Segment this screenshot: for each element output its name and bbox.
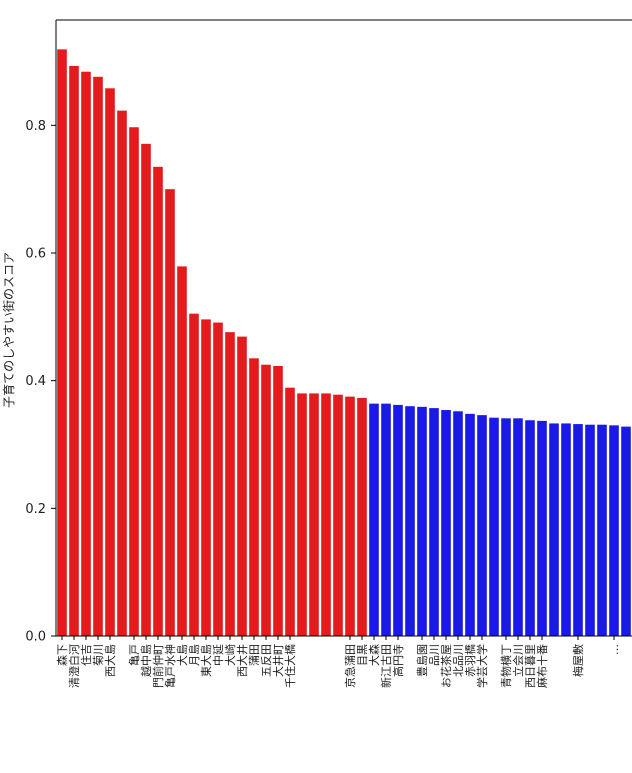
x-tick-label: 門前仲町 bbox=[151, 644, 165, 688]
bar-9 bbox=[165, 189, 175, 636]
bar-7 bbox=[141, 143, 151, 636]
bar-38 bbox=[513, 418, 523, 636]
bar-35 bbox=[477, 415, 487, 636]
x-tick-label: 北品川 bbox=[452, 644, 465, 677]
x-tick-label: 梅屋敷 bbox=[571, 644, 585, 677]
x-tick-label: お花茶屋 bbox=[440, 644, 453, 688]
x-tick-label: 西日暮里 bbox=[523, 644, 537, 688]
bar-4 bbox=[105, 88, 115, 637]
x-tick-label: 中延 bbox=[212, 644, 225, 666]
bar-27 bbox=[381, 403, 391, 636]
x-tick-label: 菊川 bbox=[92, 644, 105, 666]
y-tick-label: 0.8 bbox=[25, 119, 46, 134]
x-tick-label: 住吉 bbox=[79, 644, 93, 666]
bar-14 bbox=[225, 332, 235, 636]
x-tick-label: 越中島 bbox=[139, 644, 153, 677]
x-tick-label: 亀戸 bbox=[127, 644, 141, 666]
x-tick-label: 大森 bbox=[367, 644, 381, 666]
x-tick-label: 東大島 bbox=[199, 644, 213, 677]
bar-19 bbox=[285, 387, 295, 636]
x-tick-label: 千住大橋 bbox=[283, 644, 297, 688]
bar-11 bbox=[189, 313, 199, 636]
x-tick-label: 蒲田 bbox=[247, 644, 261, 666]
bar-29 bbox=[405, 406, 415, 636]
bar-44 bbox=[585, 424, 595, 636]
bar-3 bbox=[93, 76, 103, 636]
bar-23 bbox=[333, 394, 343, 636]
x-tick-label: 京急蒲田 bbox=[343, 644, 357, 688]
x-tick-label: 立会川 bbox=[511, 644, 525, 677]
x-tick-label: 大井町 bbox=[271, 644, 285, 677]
x-tick-label: 青物横丁 bbox=[499, 644, 513, 688]
x-tick-label: 西大井 bbox=[235, 644, 249, 677]
bar-2 bbox=[81, 71, 91, 636]
x-tick-label: 目黒 bbox=[356, 644, 369, 666]
bar-45 bbox=[597, 424, 607, 636]
bar-37 bbox=[501, 418, 511, 636]
x-tick-label: 大崎 bbox=[223, 644, 237, 666]
bar-40 bbox=[537, 420, 547, 636]
bar-25 bbox=[357, 397, 367, 636]
bar-1 bbox=[69, 65, 79, 636]
x-labels-group: 森下 清澄白河 住吉 菊川 西大島 亀戸 越中島 門前仲町 亀戸水神 大島 月島 東大島 中延 大崎 西大井… bbox=[55, 636, 621, 688]
bar-47 bbox=[621, 426, 631, 636]
bar-33 bbox=[453, 411, 463, 636]
bar-8 bbox=[153, 166, 163, 636]
bar-26 bbox=[369, 403, 379, 636]
bar-13 bbox=[213, 322, 223, 636]
bar-34 bbox=[465, 413, 475, 636]
bar-16 bbox=[249, 358, 259, 636]
x-tick-label: 森下 bbox=[55, 644, 69, 666]
bar-43 bbox=[573, 424, 583, 636]
bar-42 bbox=[561, 423, 571, 636]
x-tick-label: 赤羽橋 bbox=[463, 644, 477, 677]
bar-15 bbox=[237, 336, 247, 636]
y-ticks-group: 0.0 0.2 0.4 0.6 0.8 bbox=[25, 119, 56, 645]
x-tick-label: 大島 bbox=[175, 644, 189, 666]
bar-30 bbox=[417, 406, 427, 636]
bar-5 bbox=[117, 110, 127, 636]
x-tick-label: … bbox=[608, 644, 621, 655]
bar-39 bbox=[525, 420, 535, 636]
y-axis-label: 子育てのしやすい街のスコア bbox=[1, 252, 16, 408]
x-tick-label: 品川 bbox=[428, 644, 441, 666]
bar-18 bbox=[273, 365, 283, 636]
bar-41 bbox=[549, 423, 559, 636]
axes-group bbox=[55, 19, 632, 637]
x-tick-label: 月島 bbox=[187, 644, 201, 666]
bar-20 bbox=[297, 393, 307, 636]
y-tick-label: 0.4 bbox=[25, 374, 46, 389]
x-tick-label: 五反田 bbox=[260, 644, 273, 677]
bar-17 bbox=[261, 364, 271, 636]
bar-12 bbox=[201, 319, 211, 636]
y-tick-label: 0.2 bbox=[25, 502, 46, 517]
bar-22 bbox=[321, 393, 331, 636]
bar-31 bbox=[429, 408, 439, 636]
bar-6 bbox=[129, 127, 139, 637]
bar-10 bbox=[177, 266, 187, 636]
bar-36 bbox=[489, 417, 499, 636]
y-tick-label: 0.0 bbox=[25, 630, 46, 645]
x-tick-label: 豊島園 bbox=[415, 644, 429, 677]
x-tick-label: 高円寺 bbox=[391, 644, 405, 677]
bars-group bbox=[57, 49, 631, 637]
x-tick-label: 新江古田 bbox=[379, 644, 393, 688]
x-tick-label: 学芸大学 bbox=[475, 644, 489, 688]
bar-21 bbox=[309, 393, 319, 636]
bar-28 bbox=[393, 404, 403, 636]
bar-0 bbox=[57, 49, 67, 637]
x-tick-label: 亀戸水神 bbox=[163, 644, 177, 688]
bar-46 bbox=[609, 425, 619, 636]
x-tick-label: 麻布十番 bbox=[535, 644, 549, 688]
bar-32 bbox=[441, 410, 451, 636]
bar-24 bbox=[345, 396, 355, 636]
x-tick-label: 清澄白河 bbox=[67, 644, 81, 688]
x-tick-label: 西大島 bbox=[103, 644, 117, 677]
y-tick-label: 0.6 bbox=[25, 246, 46, 261]
